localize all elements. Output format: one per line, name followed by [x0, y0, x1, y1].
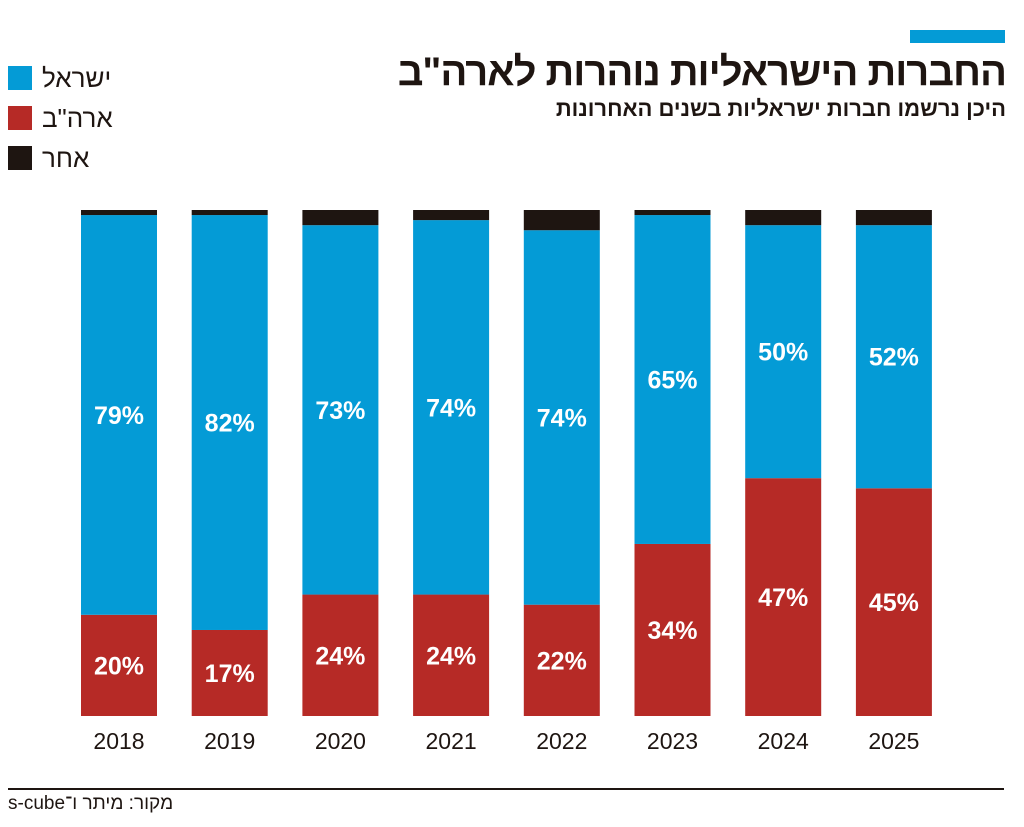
bar-segment-2019-0 [191, 629, 268, 716]
x-tick-label: 2023 [647, 728, 698, 754]
bar-segment-2018-1 [81, 215, 157, 615]
legend-swatch [8, 66, 32, 90]
data-label: 73% [315, 397, 365, 425]
bar-segment-2019-2 [191, 210, 268, 216]
bar-segment-2020-2 [302, 210, 379, 226]
bar-segment-2024-2 [745, 210, 822, 226]
data-label: 79% [94, 402, 144, 430]
bar-segment-2025-0 [855, 488, 932, 716]
source-note: מקור: מיתר ו־s-cube [8, 793, 174, 814]
x-tick-label: 2018 [93, 728, 144, 754]
data-label: 65% [647, 367, 697, 395]
bar-segment-2020-0 [302, 594, 379, 716]
bar-segment-2022-2 [523, 210, 600, 231]
x-tick-label: 2025 [868, 728, 919, 754]
legend-item-usa: ארה"ב [8, 98, 113, 138]
data-label: 34% [647, 617, 697, 645]
x-tick-label: 2022 [536, 728, 587, 754]
x-tick-label: 2020 [315, 728, 366, 754]
legend-item-israel: ישראל [8, 58, 113, 98]
bar-segment-2025-1 [855, 225, 932, 489]
data-label: 74% [537, 404, 587, 432]
data-label: 47% [758, 584, 808, 612]
data-label: 45% [869, 589, 919, 617]
bar-segment-2021-2 [413, 210, 490, 221]
x-tick-label: 2024 [758, 728, 809, 754]
data-label: 52% [869, 344, 919, 372]
chart-subtitle: היכן נרשמו חברות ישראליות בשנים האחרונות [555, 96, 1006, 121]
bar-segment-2023-1 [634, 215, 711, 544]
legend-label: ישראל [42, 62, 112, 93]
bar-segment-2018-0 [81, 614, 157, 716]
legend-swatch [8, 106, 32, 130]
data-label: 82% [205, 410, 255, 438]
bar-segment-2023-2 [634, 210, 711, 216]
bar-segment-2023-0 [634, 543, 711, 716]
data-label: 24% [315, 642, 365, 670]
data-label: 74% [426, 394, 476, 422]
data-label: 17% [205, 660, 255, 688]
divider [8, 788, 1004, 790]
data-label: 24% [426, 642, 476, 670]
legend-swatch [8, 146, 32, 170]
bar-segment-2018-2 [81, 210, 157, 216]
chart-title: החברות הישראליות נוהרות לארה"ב [397, 50, 1007, 94]
legend-label: ארה"ב [42, 102, 113, 133]
x-tick-label: 2019 [204, 728, 255, 754]
data-label: 20% [94, 652, 144, 680]
legend: ישראל ארה"ב אחר [8, 58, 113, 178]
bar-segment-2021-0 [413, 594, 490, 716]
data-label: 50% [758, 339, 808, 367]
bar-segment-2022-0 [523, 604, 600, 716]
bar-segment-2021-1 [413, 220, 490, 595]
bar-segment-2024-0 [745, 478, 822, 716]
legend-item-other: אחר [8, 138, 113, 178]
accent-bar [910, 30, 1005, 43]
bar-segment-2020-1 [302, 225, 379, 595]
x-tick-label: 2021 [426, 728, 477, 754]
bar-segment-2019-1 [191, 215, 268, 630]
bar-segment-2024-1 [745, 225, 822, 479]
legend-label: אחר [42, 142, 90, 173]
data-label: 22% [537, 647, 587, 675]
bar-segment-2022-1 [523, 230, 600, 605]
bar-segment-2025-2 [855, 210, 932, 226]
